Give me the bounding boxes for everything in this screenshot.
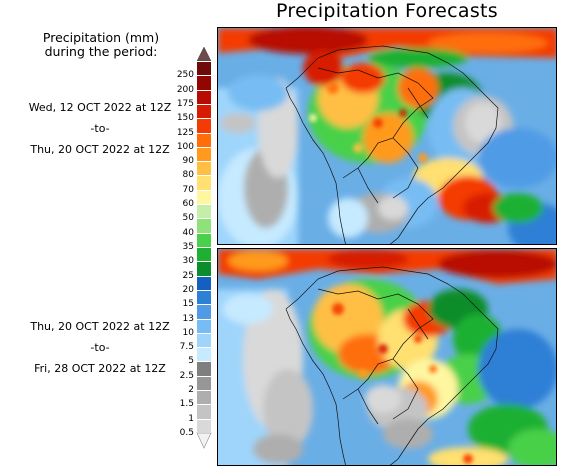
colorbar-tick-label: 20: [182, 284, 194, 295]
period2-separator: -to-: [90, 341, 110, 354]
legend-title-line2: during the period:: [44, 44, 158, 59]
period2-start: Thu, 20 OCT 2022 at 12Z: [30, 320, 170, 333]
colorbar-tick-label: 1: [188, 413, 194, 424]
colorbar-swatch: [197, 404, 211, 419]
legend-title-line1: Precipitation (mm): [42, 30, 160, 45]
colorbar-swatch: [197, 89, 211, 104]
colorbar-tick-label: 2.5: [179, 370, 194, 381]
colorbar-tick-label: 7.5: [179, 342, 194, 353]
precip-map-period2: [218, 249, 556, 465]
colorbar-tick-label: 175: [176, 98, 194, 109]
colorbar-tick-label: 80: [182, 170, 194, 181]
legend-title: Precipitation (mm) during the period:: [22, 31, 180, 59]
colorbar-tick-label: 35: [182, 242, 194, 252]
colorbar-swatch: [197, 332, 211, 348]
colorbar-tick-label: 15: [182, 299, 194, 310]
colorbar-swatch: [197, 103, 211, 119]
period1-end: Thu, 20 OCT 2022 at 12Z: [30, 143, 170, 156]
colorbar-swatch: [197, 275, 211, 290]
colorbar-swatch: [197, 132, 211, 147]
colorbar-tick-label: 250: [176, 70, 194, 81]
colorbar-swatch: [197, 175, 211, 190]
colorbar-tick-label: 30: [182, 256, 194, 267]
map-panel-period1: [217, 27, 557, 245]
colorbar-swatch: [197, 146, 211, 162]
colorbar-swatch: [197, 61, 211, 76]
colorbar-swatch: [197, 218, 211, 233]
colorbar-swatch: [197, 390, 211, 405]
colorbar-tick-label: 50: [182, 213, 194, 224]
colorbar-tick-label: 0.5: [179, 428, 194, 438]
colorbar-tick-label: 125: [176, 127, 194, 138]
colorbar-tick-label: 1.5: [179, 399, 194, 410]
colorbar-tick-label: 70: [182, 184, 194, 195]
page-title: Precipitation Forecasts: [276, 0, 498, 22]
colorbar-swatch: [197, 361, 211, 376]
colorbar-swatch: [197, 189, 211, 205]
colorbar-tick-label: 2: [188, 385, 194, 396]
colorbar-swatch: [197, 304, 211, 319]
colorbar-swatch: [197, 318, 211, 333]
period1-start: Wed, 12 OCT 2022 at 12Z: [28, 101, 172, 114]
colorbar-swatch: [197, 161, 211, 176]
colorbar-tick-label: 13: [182, 313, 194, 324]
period1-separator: -to-: [90, 122, 110, 135]
colorbar-swatch: [197, 261, 211, 276]
colorbar-swatch: [197, 347, 211, 362]
colorbar-swatch: [197, 247, 211, 262]
colorbar-swatch: [197, 232, 211, 247]
coastlines: [285, 266, 499, 465]
colorbar-tick-label: 40: [182, 227, 194, 238]
colorbar-tick-label: 150: [176, 113, 194, 124]
colorbar-tick-label: 100: [176, 141, 194, 152]
colorbar-tick-label: 200: [176, 84, 194, 95]
colorbar-swatch: [197, 418, 211, 433]
colorbar-swatch: [197, 375, 211, 391]
map-panel-period2: [217, 248, 557, 466]
period2-end: Fri, 28 OCT 2022 at 12Z: [34, 362, 166, 375]
colorbar-tick-label: 10: [182, 327, 194, 338]
colorbar-top-arrow: [196, 46, 212, 62]
colorbar-tick-label: 60: [182, 199, 194, 210]
colorbar-swatch: [197, 289, 211, 305]
colorbar-tick-label: 25: [182, 270, 194, 281]
colorbar-bottom-arrow: [196, 432, 212, 449]
precip-map-period1: [218, 28, 556, 244]
colorbar-swatch: [197, 204, 211, 219]
colorbar: [196, 46, 212, 449]
colorbar-tick-label: 90: [182, 156, 194, 167]
coastlines: [285, 45, 499, 244]
colorbar-swatch: [197, 118, 211, 133]
colorbar-swatch: [197, 75, 211, 90]
colorbar-tick-label: 5: [188, 356, 194, 367]
